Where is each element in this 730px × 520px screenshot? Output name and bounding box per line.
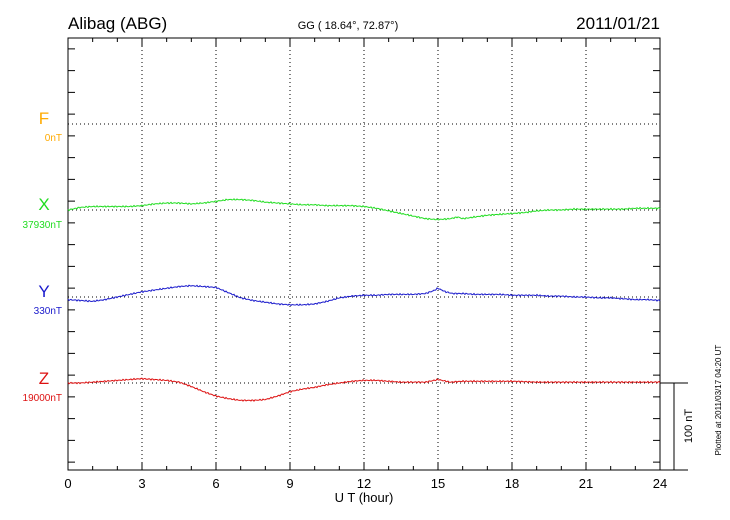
x-tick-label: 6 <box>212 476 219 491</box>
scale-bar <box>660 382 688 471</box>
component-letter-F: F <box>39 109 49 128</box>
x-axis-label: U T (hour) <box>335 490 394 505</box>
scale-bar-label: 100 nT <box>683 409 695 444</box>
component-letter-X: X <box>38 195 49 214</box>
component-baseline-Z: 19000nT <box>23 393 62 404</box>
x-tick-label: 18 <box>505 476 519 491</box>
component-letter-Z: Z <box>39 369 49 388</box>
x-tick-label: 3 <box>138 476 145 491</box>
component-baseline-X: 37930nT <box>23 220 62 231</box>
x-tick-label: 15 <box>431 476 445 491</box>
x-tick-label: 21 <box>579 476 593 491</box>
component-letter-Y: Y <box>38 282 49 301</box>
date-label: 2011/01/21 <box>576 14 660 33</box>
series-line-Z <box>67 377 661 402</box>
plotted-timestamp: Plotted at 2011/03/17 04:20 UT <box>714 345 723 456</box>
component-baseline-Y: 330nT <box>34 306 62 317</box>
station-title: Alibag (ABG) <box>68 14 167 33</box>
y-tick-marks <box>68 48 660 463</box>
x-tick-label: 12 <box>357 476 371 491</box>
coordinates-label: GG ( 18.64°, 72.87°) <box>298 20 399 32</box>
x-tick-label: 9 <box>286 476 293 491</box>
x-tick-label: 0 <box>64 476 71 491</box>
series-line-Y <box>67 284 661 307</box>
series-line-X <box>67 198 661 221</box>
x-axis: 0 3 6 9 12 15 18 21 24 <box>64 38 667 491</box>
x-tick-label: 24 <box>653 476 667 491</box>
grid-lines <box>68 38 660 470</box>
component-baseline-F: 0nT <box>45 133 62 144</box>
